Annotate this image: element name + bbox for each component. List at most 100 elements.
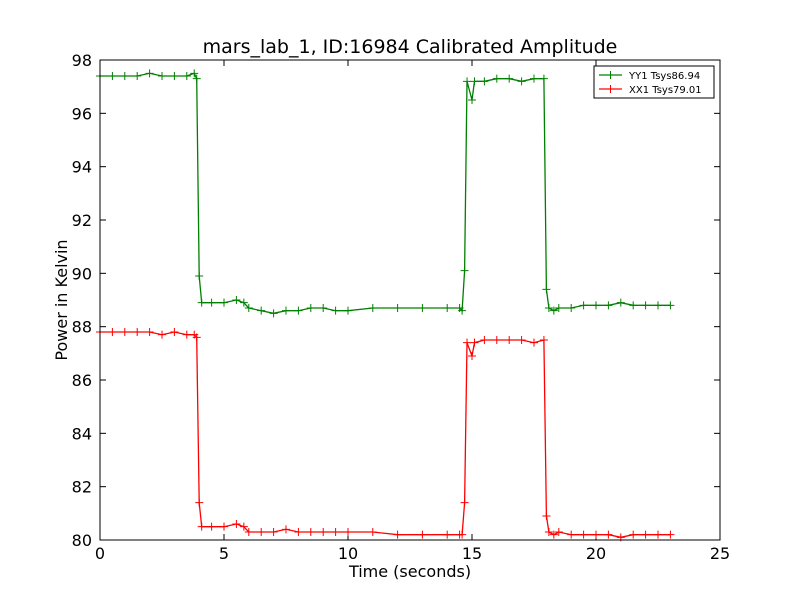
data-point	[120, 72, 129, 80]
data-point	[567, 304, 576, 312]
data-point	[232, 520, 241, 528]
data-point	[641, 301, 650, 310]
data-point	[282, 525, 290, 534]
data-point	[592, 301, 600, 310]
data-point	[257, 306, 266, 315]
data-point	[629, 301, 638, 310]
data-point	[244, 528, 253, 536]
data-point	[443, 304, 452, 312]
legend-marker	[606, 71, 615, 79]
data-point	[306, 304, 315, 312]
data-point	[294, 528, 303, 536]
data-point	[319, 304, 328, 312]
data-point	[666, 301, 675, 310]
x-tick-label: 25	[710, 544, 730, 563]
data-point	[539, 336, 548, 344]
data-point	[517, 336, 526, 344]
data-point	[170, 328, 179, 336]
y-tick-label: 92	[72, 211, 92, 230]
legend-label: YY1 Tsys86.94	[628, 71, 700, 82]
data-point	[368, 528, 377, 536]
y-tick-label: 90	[72, 264, 92, 283]
legend-label: XX1 Tsys79.01	[629, 85, 702, 96]
x-tick-label: 20	[586, 544, 606, 563]
data-point	[418, 304, 427, 312]
data-point	[544, 304, 553, 312]
data-point	[567, 530, 576, 539]
data-point	[539, 74, 548, 83]
data-point	[190, 69, 199, 78]
y-tick-label: 82	[72, 478, 92, 497]
data-point	[195, 272, 204, 280]
data-point	[220, 522, 228, 531]
data-point	[616, 298, 625, 307]
data-point	[418, 530, 427, 539]
data-point	[463, 338, 472, 347]
data-point	[344, 528, 352, 536]
data-point	[145, 328, 154, 336]
data-point	[368, 304, 377, 312]
data-point	[170, 72, 179, 80]
data-point	[257, 528, 266, 536]
data-point	[195, 498, 204, 507]
data-point	[232, 296, 241, 304]
data-point	[629, 530, 638, 539]
data-point	[197, 522, 206, 531]
data-point	[192, 74, 201, 83]
data-point	[468, 352, 476, 360]
data-point	[393, 304, 402, 312]
data-point	[604, 530, 613, 539]
data-point	[654, 301, 662, 310]
x-tick-label: 10	[338, 544, 358, 563]
data-point	[108, 328, 117, 336]
data-point	[220, 298, 228, 307]
data-point	[554, 528, 563, 536]
data-point	[544, 528, 553, 536]
data-point	[492, 74, 501, 83]
data-point	[505, 74, 514, 83]
data-point	[480, 336, 489, 344]
data-point	[470, 338, 479, 347]
data-point	[530, 338, 538, 347]
data-point	[592, 530, 600, 539]
data-point	[458, 306, 467, 315]
y-axis-label: Power in Kelvin	[52, 239, 71, 360]
data-point	[344, 306, 352, 315]
data-point	[641, 530, 650, 539]
data-point	[158, 72, 166, 80]
data-point	[579, 530, 588, 539]
data-point	[579, 301, 588, 310]
data-point	[133, 328, 142, 336]
data-point	[197, 298, 206, 307]
x-tick-label: 15	[462, 544, 482, 563]
data-point	[120, 328, 129, 336]
legend-box	[593, 65, 715, 99]
data-point	[393, 530, 402, 539]
data-point	[192, 333, 201, 342]
data-point	[666, 530, 675, 539]
data-point	[542, 285, 551, 294]
data-point	[331, 528, 340, 536]
data-point	[460, 266, 469, 275]
data-point	[604, 301, 613, 310]
data-point	[182, 330, 191, 339]
data-point	[463, 77, 472, 86]
data-point	[542, 512, 551, 520]
y-tick-label: 86	[72, 371, 92, 390]
y-tick-label: 80	[72, 531, 92, 550]
x-tick-label: 5	[219, 544, 229, 563]
data-point	[460, 498, 469, 507]
x-tick-label: 0	[95, 544, 105, 563]
plot-frame	[99, 59, 721, 541]
data-point	[108, 72, 117, 80]
data-point	[282, 306, 290, 315]
x-axis-label: Time (seconds)	[348, 562, 471, 581]
data-point	[480, 77, 489, 86]
chart-title: mars_lab_1, ID:16984 Calibrated Amplitud…	[203, 36, 618, 58]
data-point	[244, 304, 253, 312]
data-point	[306, 528, 315, 536]
legend-marker	[606, 85, 615, 93]
